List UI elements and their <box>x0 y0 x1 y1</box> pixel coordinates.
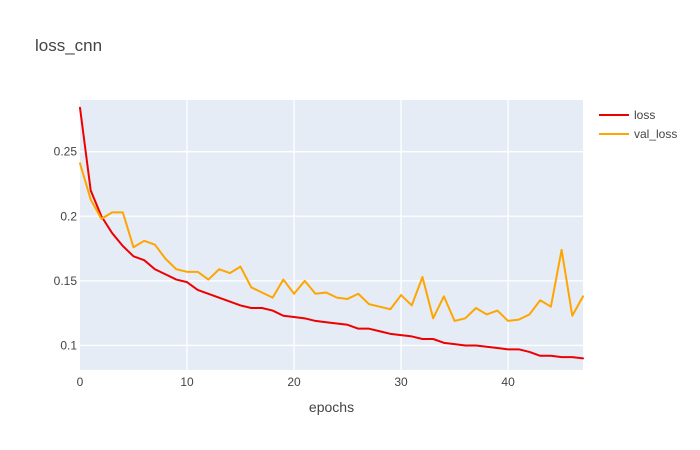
plot-area[interactable] <box>80 100 583 370</box>
y-axis-ticks: 0.1 0.15 0.2 0.25 <box>54 145 78 353</box>
legend-label: loss <box>634 108 655 122</box>
series-line-val-loss[interactable] <box>79 162 584 322</box>
grid-lines <box>80 100 583 370</box>
x-tick-label: 0 <box>77 375 84 389</box>
series-line-loss[interactable] <box>79 106 584 360</box>
series-layer <box>79 106 584 360</box>
y-tick-label: 0.25 <box>54 145 78 159</box>
x-tick-label: 40 <box>501 375 515 389</box>
legend-item-loss[interactable]: loss <box>599 108 655 122</box>
y-tick-label: 0.15 <box>54 274 78 288</box>
x-axis-title: epochs <box>309 399 354 415</box>
legend-item-val-loss[interactable]: val_loss <box>599 127 677 141</box>
x-axis-ticks: 0 10 20 30 40 <box>77 375 515 389</box>
x-tick-label: 30 <box>394 375 408 389</box>
x-tick-label: 10 <box>180 375 194 389</box>
x-tick-label: 20 <box>287 375 301 389</box>
legend-label: val_loss <box>634 127 677 141</box>
y-tick-label: 0.2 <box>60 209 77 223</box>
y-tick-label: 0.1 <box>60 338 77 352</box>
legend[interactable]: loss val_loss <box>599 108 677 141</box>
chart-title: loss_cnn <box>35 36 102 55</box>
